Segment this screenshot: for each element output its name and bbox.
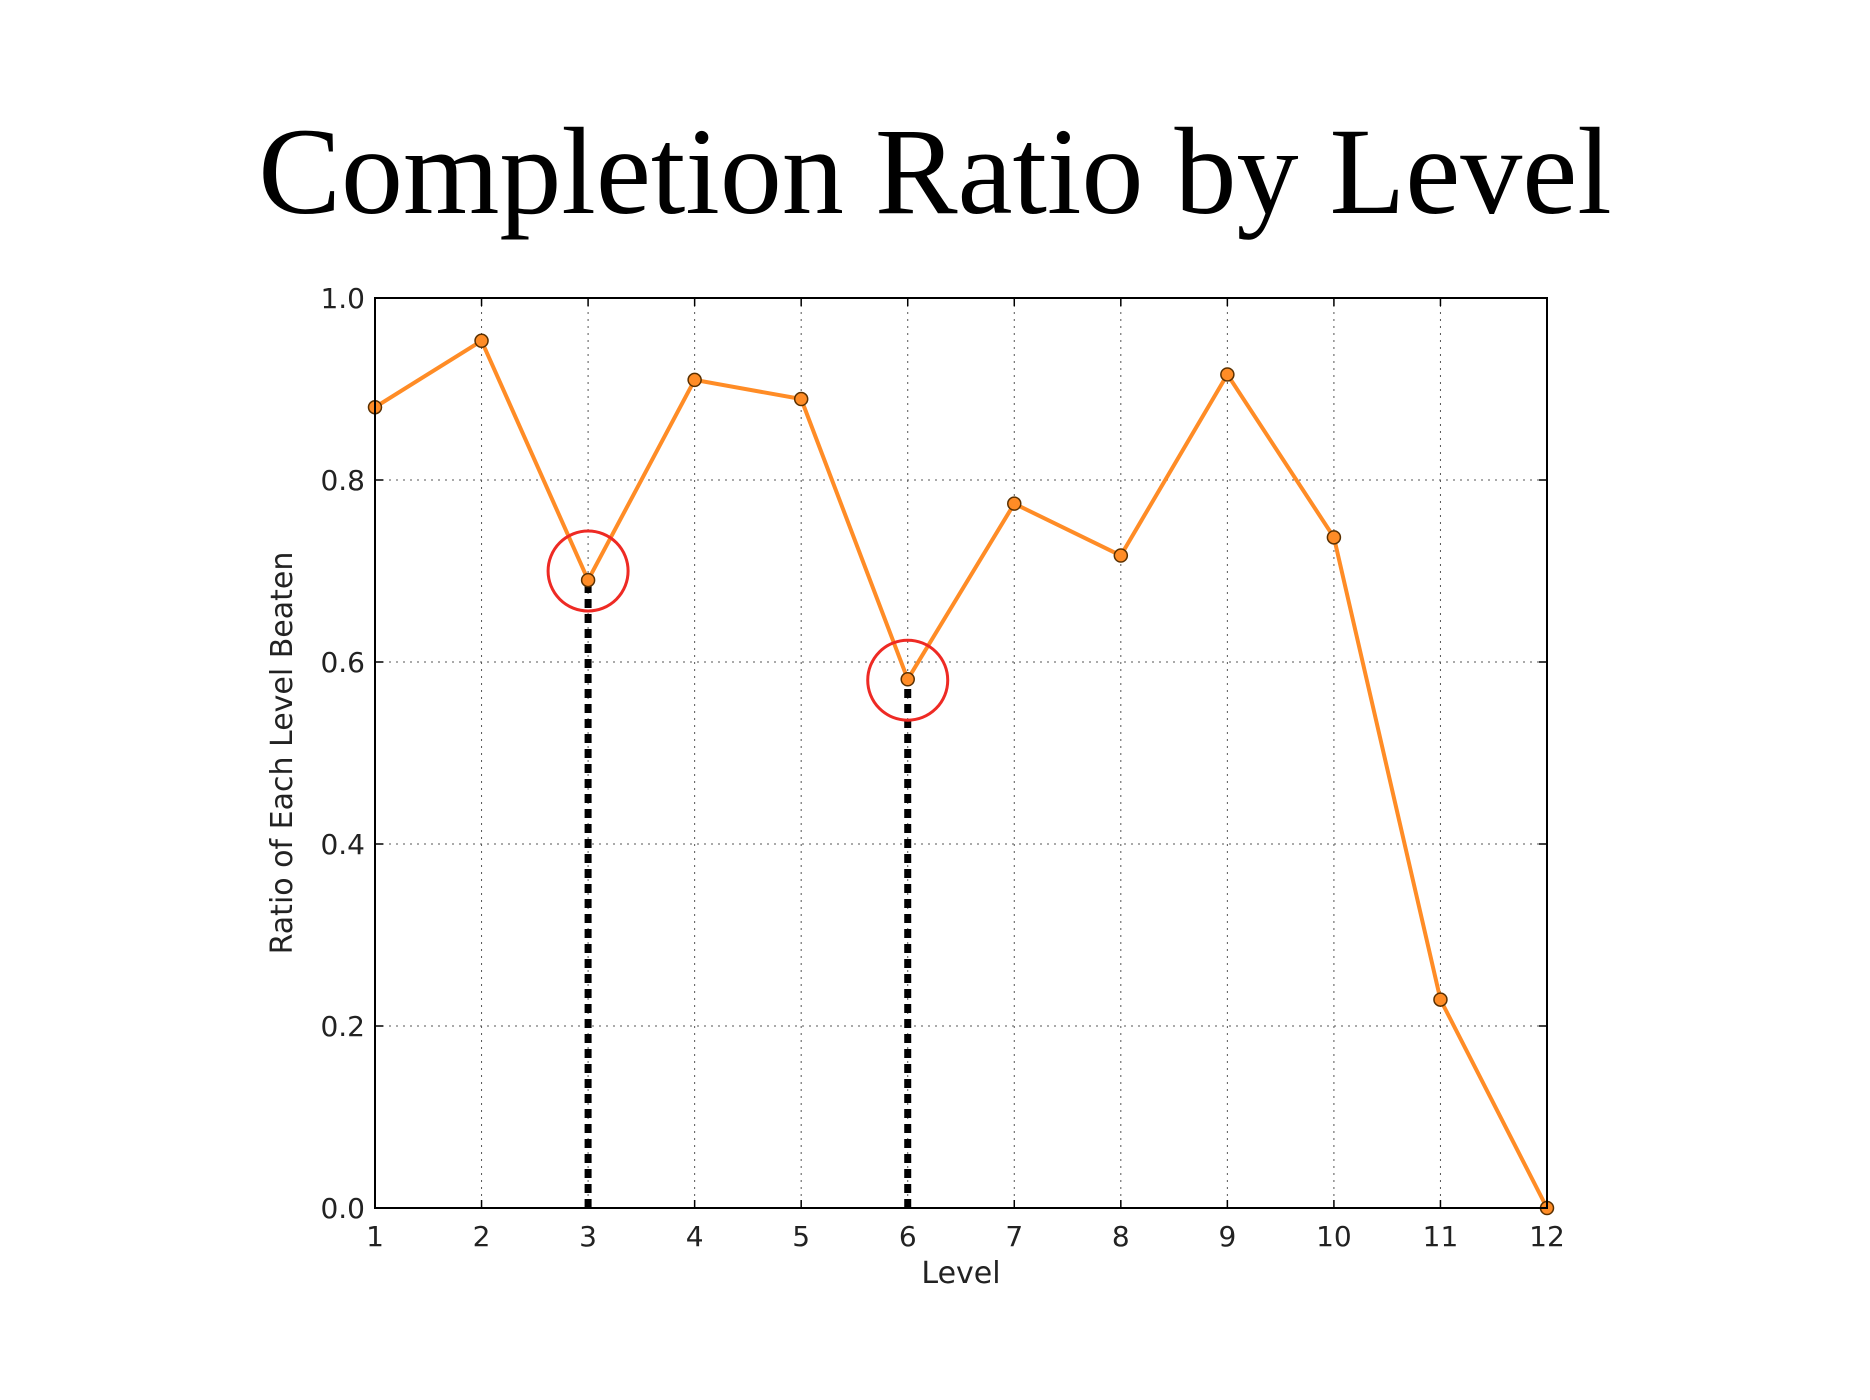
x-tick-label: 8 (1112, 1220, 1130, 1253)
y-tick-label: 0.4 (320, 828, 365, 861)
x-tick-label: 1 (366, 1220, 384, 1253)
x-tick-label: 10 (1316, 1220, 1352, 1253)
data-point (1326, 530, 1342, 545)
data-point (1113, 548, 1129, 563)
x-tick-label: 11 (1423, 1220, 1459, 1253)
data-point (1433, 992, 1448, 1007)
x-tick-label: 6 (899, 1220, 917, 1253)
y-tick-label: 0.6 (320, 646, 365, 679)
series (367, 333, 1555, 1216)
y-tick-label: 0.8 (320, 464, 365, 497)
data-point (1220, 367, 1235, 382)
y-tick-label: 1.0 (320, 282, 365, 315)
annotation-lines (584, 580, 912, 1208)
x-axis-label: Level (921, 1256, 1000, 1291)
x-tick-label: 5 (792, 1220, 810, 1253)
data-point (900, 672, 915, 687)
x-tick-label: 9 (1218, 1220, 1236, 1253)
data-point (474, 333, 489, 349)
grid (374, 297, 1548, 1209)
y-tick-label: 0.0 (320, 1192, 365, 1225)
x-tick-label: 3 (579, 1220, 597, 1253)
x-tick-label: 7 (1005, 1220, 1023, 1253)
x-tick-label: 4 (686, 1220, 704, 1253)
annotation-circles (546, 529, 950, 722)
series-line (373, 338, 1549, 1209)
ticks: 1 2 3 4 5 6 7 8 9 10 11 120.00.20.40.60.81.0 (320, 282, 1564, 1253)
x-tick-label: 12 (1529, 1220, 1565, 1253)
x-tick-label: 2 (473, 1220, 491, 1253)
y-tick-label: 0.2 (320, 1010, 365, 1043)
data-point (1007, 496, 1022, 511)
chart-title: Completion Ratio by Level (258, 103, 1612, 240)
data-point (580, 572, 596, 588)
data-point (687, 372, 702, 388)
plot-frame (374, 297, 1548, 1209)
y-axis-label: Ratio of Each Level Beaten (265, 552, 300, 955)
annotation-circle (866, 638, 950, 722)
data-point (793, 391, 809, 407)
annotation-circle (546, 529, 630, 613)
